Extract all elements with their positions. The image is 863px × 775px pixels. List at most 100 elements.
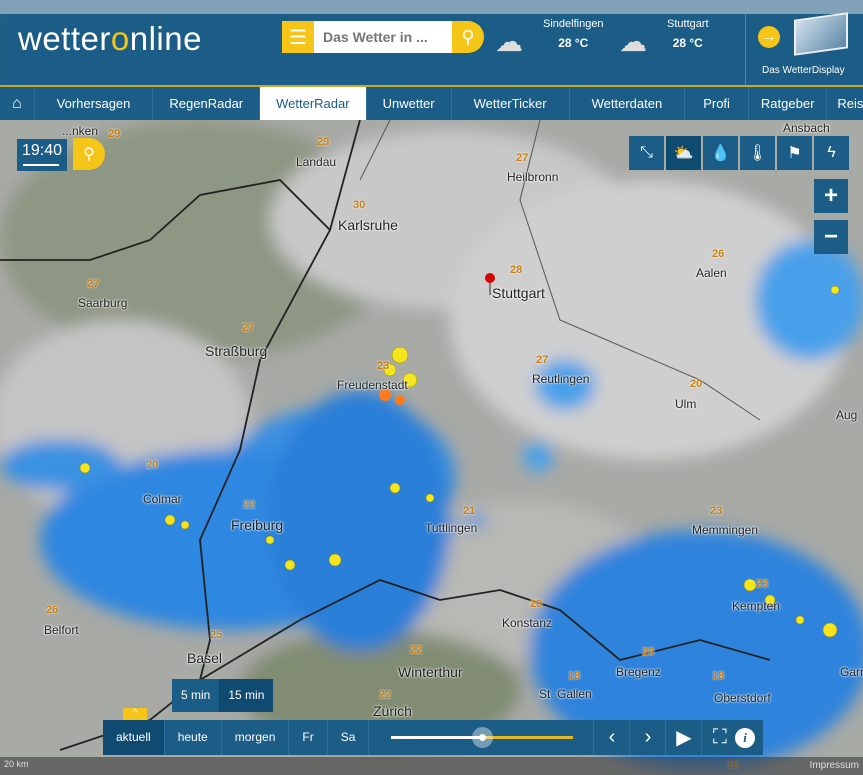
search-button[interactable]: ⚲ <box>452 21 484 53</box>
city-label: Oberstdorf <box>714 691 771 705</box>
nav-regenradar[interactable]: RegenRadar <box>153 87 261 120</box>
temperature-label: 23 <box>377 360 390 372</box>
impressum-link[interactable]: Impressum <box>809 760 859 771</box>
prev-button[interactable]: ‹ <box>593 720 629 755</box>
nav-wetterradar[interactable]: WetterRadar <box>260 87 367 120</box>
city-label: Konstanz <box>502 616 553 630</box>
temperature-label: 18 <box>712 670 725 682</box>
city-label: Kempten <box>732 599 781 613</box>
layer-weather[interactable]: ⛅ <box>666 136 701 170</box>
city-label: Ulm <box>675 397 697 411</box>
city-label: Garr <box>840 665 863 679</box>
city-label: ...nken <box>62 124 99 138</box>
city-label: Karlsruhe <box>338 217 398 233</box>
nav-vorhersagen[interactable]: Vorhersagen <box>35 87 154 120</box>
next-button[interactable]: › <box>629 720 665 755</box>
cloud-icon: ☁ <box>495 26 523 57</box>
temperature-label: 29 <box>108 128 121 140</box>
wetterdisplay-link[interactable]: → Das WetterDisplay <box>745 12 863 85</box>
weather-stuttgart[interactable]: ☁ Stuttgart 28 °C <box>619 18 709 57</box>
map-footer <box>0 757 863 775</box>
interval-5min[interactable]: 5 min <box>172 679 220 712</box>
zoom-in-button[interactable]: + <box>814 179 848 213</box>
timeline-slider[interactable] <box>391 720 574 755</box>
city-label: Aalen <box>696 266 727 280</box>
temperature-label: 22 <box>410 644 423 656</box>
map-search-button[interactable]: ⚲ <box>73 138 105 170</box>
play-button[interactable]: ▶ <box>665 720 701 755</box>
city-label: Freudenstadt <box>337 378 408 392</box>
day-heute[interactable]: heute <box>165 720 222 755</box>
nav-reisen[interactable]: Reisen <box>827 87 863 120</box>
interval-selector: 5 min 15 min <box>172 679 274 712</box>
layer-precipitation[interactable]: 💧 <box>703 136 738 170</box>
city-label: Aug <box>836 408 858 422</box>
city-label: Tuttlingen <box>425 521 478 535</box>
wetterdisplay-image <box>794 12 848 56</box>
nav-profi[interactable]: Profi <box>685 87 749 120</box>
sun-cloud-icon: ⛅ <box>673 145 694 162</box>
nav-ratgeber[interactable]: Ratgeber <box>749 87 828 120</box>
fullscreen-button[interactable]: ⛶ <box>701 720 737 755</box>
temperature-label: 20 <box>690 378 703 390</box>
radar-layer <box>0 120 863 770</box>
arrow-right-icon: → <box>758 26 780 48</box>
info-button[interactable]: i <box>727 720 763 755</box>
logo[interactable]: wetteronline <box>18 20 202 57</box>
expand-up-button[interactable]: ^ <box>123 708 147 720</box>
nav-unwetter[interactable]: Unwetter <box>367 87 452 120</box>
city-label: Memmingen <box>692 523 759 537</box>
city-label: Bregenz <box>616 665 661 679</box>
layer-wind[interactable]: ⚑ <box>777 136 812 170</box>
lightning-icon: ϟ <box>827 144 836 161</box>
time-display[interactable]: 19:40 <box>17 139 67 171</box>
interval-15min[interactable]: 15 min <box>219 679 274 712</box>
collapse-button[interactable]: ⤡ <box>629 136 664 170</box>
day-aktuell[interactable]: aktuell <box>103 720 165 755</box>
day-fr[interactable]: Fr <box>289 720 328 755</box>
temperature-label: 23 <box>756 578 769 590</box>
city-label: Heilbronn <box>507 170 559 184</box>
scale-bar: 20 km <box>4 759 29 769</box>
zoom-out-button[interactable]: − <box>814 220 848 254</box>
temperature-label: 29 <box>317 136 330 148</box>
weather-sindelfingen[interactable]: ☁ Sindelfingen 28 °C <box>495 18 604 57</box>
menu-button[interactable]: ☰ <box>282 21 314 53</box>
city-label: Ansbach <box>783 121 830 135</box>
temperature-label: 26 <box>712 248 725 260</box>
search-input[interactable] <box>314 21 452 53</box>
temperature-label: 18 <box>568 670 581 682</box>
city-label: Straßburg <box>205 343 268 359</box>
search-icon: ⚲ <box>83 146 95 163</box>
nav-home[interactable]: ⌂ <box>0 87 35 120</box>
temperature-label: 27 <box>516 152 529 164</box>
city-label: Saarburg <box>78 296 128 310</box>
layer-lightning[interactable]: ϟ <box>814 136 849 170</box>
radar-map[interactable]: ...nken Landau Heilbronn Karlsruhe Saarburg S… <box>0 120 863 775</box>
slider-handle[interactable] <box>472 727 494 748</box>
city-label: Colmar <box>143 492 182 506</box>
temperature-label: 22 <box>379 689 392 701</box>
city-label: Zürich <box>373 703 412 719</box>
collapse-icon: ⤡ <box>640 144 653 161</box>
layer-temperature[interactable]: 🌡 <box>740 136 775 170</box>
nav-wetterdaten[interactable]: Wetterdaten <box>570 87 686 120</box>
city-label: Freiburg <box>231 517 284 533</box>
info-icon: i <box>735 727 755 748</box>
temperature-label: 25 <box>210 629 223 641</box>
temperature-label: 27 <box>242 322 255 334</box>
location-pin-icon <box>485 273 495 283</box>
temperature-label: 23 <box>710 505 723 517</box>
city-label: Landau <box>296 155 337 169</box>
nav-wetterticker[interactable]: WetterTicker <box>452 87 570 120</box>
search-bar: ☰ ⚲ <box>282 21 484 53</box>
layer-toolbar: ⤡ ⛅ 💧 🌡 ⚑ ϟ <box>629 136 849 170</box>
temperature-label: 20 <box>530 598 543 610</box>
temperature-label: 20 <box>642 646 655 658</box>
temperature-label: 28 <box>510 264 523 276</box>
temperature-label: 26 <box>46 604 59 616</box>
day-morgen[interactable]: morgen <box>222 720 290 755</box>
day-sa[interactable]: Sa <box>328 720 370 755</box>
city-label: Belfort <box>44 623 79 637</box>
temperature-label: 20 <box>146 459 159 471</box>
